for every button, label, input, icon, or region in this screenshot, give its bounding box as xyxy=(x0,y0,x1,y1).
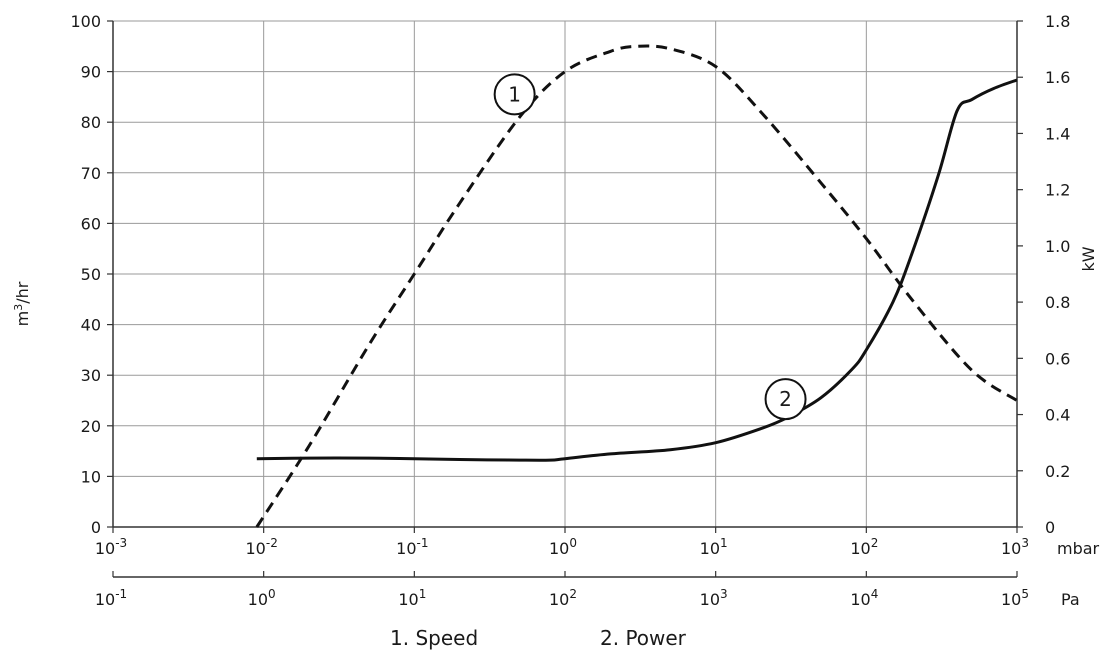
y-right-tick-label: 0 xyxy=(1045,518,1055,537)
x-axis-unit-pa: Pa xyxy=(1061,590,1080,609)
x-tick-label: 102 xyxy=(850,536,878,558)
x2-tick-label: 105 xyxy=(1001,587,1029,609)
series-marker-label: 1 xyxy=(508,82,521,106)
legend-item-speed: 1. Speed xyxy=(390,626,479,650)
x-axis-unit-mbar: mbar xyxy=(1057,539,1100,558)
x2-tick-label: 101 xyxy=(398,587,426,609)
series-marker-circle xyxy=(764,378,807,421)
y-left-tick-label: 80 xyxy=(81,113,101,132)
y-left-tick-label: 10 xyxy=(81,467,101,486)
x-tick-label: 10-3 xyxy=(95,536,127,558)
x-tick-label: 101 xyxy=(700,536,728,558)
y-right-tick-label: 0.4 xyxy=(1045,406,1070,425)
grid xyxy=(112,20,1018,528)
x2-tick-label: 104 xyxy=(850,587,878,609)
x-tick-label: 10-1 xyxy=(396,536,428,558)
y-right-tick-label: 0.2 xyxy=(1045,462,1070,481)
y-left-tick-label: 100 xyxy=(70,12,101,31)
y-left-tick-label: 20 xyxy=(81,417,101,436)
y-left-tick-label: 70 xyxy=(81,164,101,183)
y-left-tick-label: 0 xyxy=(91,518,101,537)
x-tick-label: 103 xyxy=(1001,536,1029,558)
x2-tick-label: 102 xyxy=(549,587,577,609)
series xyxy=(255,44,1018,528)
series-markers: 12 xyxy=(493,73,807,421)
legend-item-power: 2. Power xyxy=(600,626,686,650)
x-tick-label: 100 xyxy=(549,536,577,558)
y-right-tick-label: 1.0 xyxy=(1045,237,1070,256)
series-line-power xyxy=(256,78,1018,462)
y-right-tick-label: 1.4 xyxy=(1045,124,1070,143)
y-left-tick-label: 40 xyxy=(81,316,101,335)
y-right-tick-label: 1.8 xyxy=(1045,12,1070,31)
y-right-tick-label: 0.8 xyxy=(1045,293,1070,312)
series-marker-label: 2 xyxy=(779,387,792,411)
series-marker-circle xyxy=(493,73,536,116)
y-left-axis-title: m3/hr xyxy=(12,281,32,326)
x-tick-label: 10-2 xyxy=(246,536,278,558)
x2-tick-label: 10-1 xyxy=(95,587,127,609)
y-right-tick-label: 1.2 xyxy=(1045,181,1070,200)
axes xyxy=(107,20,1023,578)
y-left-tick-label: 90 xyxy=(81,63,101,82)
x2-tick-label: 103 xyxy=(700,587,728,609)
y-left-tick-label: 30 xyxy=(81,366,101,385)
y-right-tick-label: 1.6 xyxy=(1045,68,1070,87)
y-right-tick-label: 0.6 xyxy=(1045,349,1070,368)
y-right-axis-title: kW xyxy=(1079,246,1098,271)
x2-tick-label: 100 xyxy=(248,587,276,609)
legend: 1. Speed 2. Power xyxy=(0,626,1115,656)
series-line-speed xyxy=(255,44,1018,528)
y-left-tick-label: 60 xyxy=(81,214,101,233)
y-left-tick-label: 50 xyxy=(81,265,101,284)
